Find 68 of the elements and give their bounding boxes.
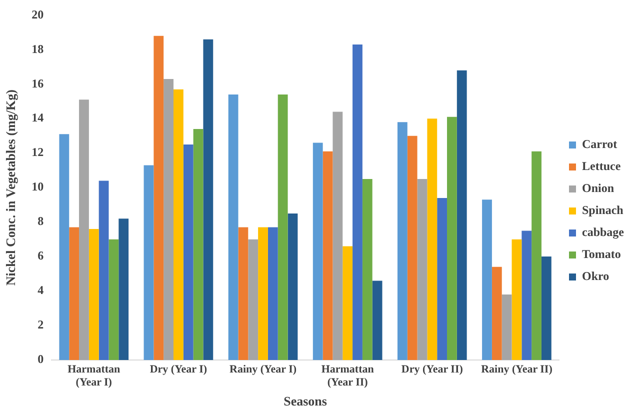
bar: [532, 151, 542, 360]
bar: [427, 118, 438, 360]
legend-label: Onion: [582, 181, 614, 196]
y-tick-label: 8: [38, 214, 44, 228]
bar: [228, 94, 238, 360]
bar: [342, 246, 353, 360]
bar: [522, 230, 532, 360]
bar: [502, 294, 512, 360]
bar: [456, 70, 467, 360]
bar: [407, 136, 418, 360]
bar: [492, 266, 502, 360]
x-tick-label: Harmattan (Year II): [321, 363, 374, 389]
bar: [154, 36, 164, 360]
bar: [512, 239, 522, 360]
bar: [447, 116, 457, 360]
bar: [164, 78, 174, 360]
y-tick-label: 0: [38, 352, 44, 366]
y-tick-label: 10: [32, 180, 44, 194]
bar: [59, 134, 70, 360]
bar: [79, 100, 89, 360]
bar: [69, 227, 80, 360]
bar: [332, 112, 343, 360]
y-tick-label: 16: [32, 76, 44, 90]
legend-label: Carrot: [582, 137, 618, 152]
legend-label: Tomato: [582, 247, 621, 262]
bar: [248, 239, 258, 360]
bar: [193, 128, 204, 360]
bar: [88, 228, 99, 360]
bar: [288, 213, 298, 360]
y-axis-title: Nickel Conc. in Vegetables (mg/Kg): [3, 90, 18, 286]
bar: [372, 280, 382, 360]
bar: [312, 142, 323, 360]
bar: [268, 227, 278, 360]
legend-label: cabbage: [582, 225, 625, 240]
bar: [482, 200, 492, 360]
bar: [437, 198, 448, 360]
y-tick-label: 4: [38, 283, 44, 298]
bar: [258, 227, 268, 360]
x-tick-label: Rainy (Year I): [230, 363, 297, 376]
bar: [183, 144, 194, 360]
y-tick-label: 14: [32, 110, 44, 125]
bar: [238, 227, 248, 360]
bar: [362, 178, 372, 360]
x-tick-label: Rainy (Year II): [481, 363, 553, 376]
x-tick-label: Dry (Year I): [150, 363, 208, 376]
bar: [98, 180, 109, 360]
bar: [144, 165, 154, 360]
y-tick-label: 20: [32, 7, 44, 22]
bar: [417, 178, 428, 360]
bar: [278, 94, 288, 360]
legend-label: Lettuce: [582, 159, 622, 174]
x-tick-label: Dry (Year II): [401, 363, 464, 376]
y-tick-label: 6: [38, 248, 44, 263]
x-tick-label: Harmattan (Year I): [68, 363, 120, 389]
y-tick-label: 2: [38, 318, 44, 332]
legend-label: Okro: [582, 269, 610, 284]
legend-label: Spinach: [582, 203, 624, 218]
x-axis-title: Seasons: [284, 394, 327, 409]
bar: [118, 218, 129, 360]
bar: [397, 122, 408, 360]
bar: [203, 39, 214, 360]
y-tick-label: 18: [32, 42, 44, 56]
bar: [352, 44, 362, 360]
bar: [173, 89, 184, 360]
bar: [322, 151, 333, 360]
bar: [108, 239, 119, 360]
y-tick-label: 12: [32, 145, 44, 160]
bar: [541, 256, 552, 360]
